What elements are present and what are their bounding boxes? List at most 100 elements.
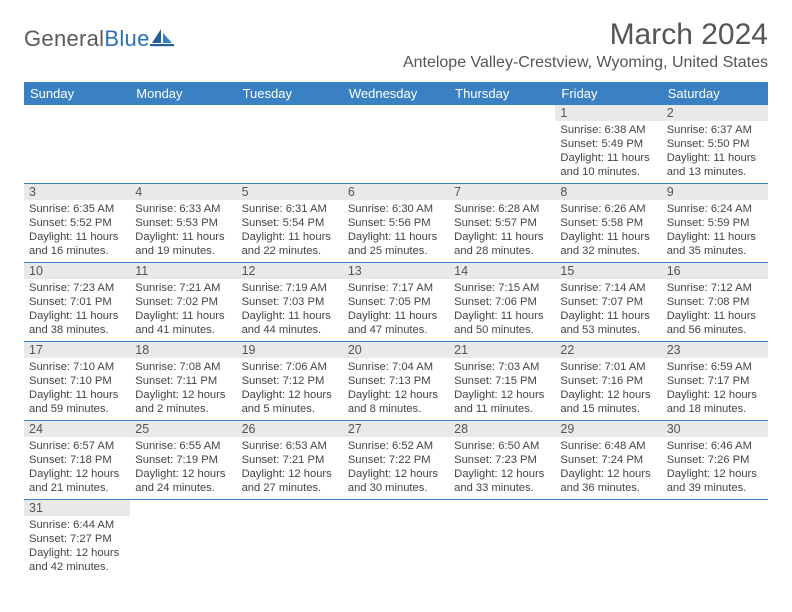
calendar-cell: 28Sunrise: 6:50 AMSunset: 7:23 PMDayligh… xyxy=(449,421,555,500)
day-number: 2 xyxy=(662,105,768,121)
day-number: 27 xyxy=(343,421,449,437)
day-details: Sunrise: 6:53 AMSunset: 7:21 PMDaylight:… xyxy=(237,437,343,499)
day-details: Sunrise: 6:28 AMSunset: 5:57 PMDaylight:… xyxy=(449,200,555,262)
calendar-cell: 20Sunrise: 7:04 AMSunset: 7:13 PMDayligh… xyxy=(343,342,449,421)
calendar-week-row: 24Sunrise: 6:57 AMSunset: 7:18 PMDayligh… xyxy=(24,421,768,500)
calendar-cell: 30Sunrise: 6:46 AMSunset: 7:26 PMDayligh… xyxy=(662,421,768,500)
calendar-week-row: 10Sunrise: 7:23 AMSunset: 7:01 PMDayligh… xyxy=(24,263,768,342)
calendar-cell: 31Sunrise: 6:44 AMSunset: 7:27 PMDayligh… xyxy=(24,500,130,579)
calendar-cell: 7Sunrise: 6:28 AMSunset: 5:57 PMDaylight… xyxy=(449,184,555,263)
brand-part2: Blue xyxy=(104,26,149,51)
calendar-day-header: Tuesday xyxy=(237,82,343,105)
calendar-cell: 6Sunrise: 6:30 AMSunset: 5:56 PMDaylight… xyxy=(343,184,449,263)
calendar-cell: 29Sunrise: 6:48 AMSunset: 7:24 PMDayligh… xyxy=(555,421,661,500)
calendar-header-row: SundayMondayTuesdayWednesdayThursdayFrid… xyxy=(24,82,768,105)
day-details: Sunrise: 7:23 AMSunset: 7:01 PMDaylight:… xyxy=(24,279,130,341)
calendar-cell xyxy=(237,105,343,184)
calendar-cell xyxy=(555,500,661,579)
calendar-table: SundayMondayTuesdayWednesdayThursdayFrid… xyxy=(24,82,768,578)
calendar-cell: 8Sunrise: 6:26 AMSunset: 5:58 PMDaylight… xyxy=(555,184,661,263)
calendar-cell: 26Sunrise: 6:53 AMSunset: 7:21 PMDayligh… xyxy=(237,421,343,500)
calendar-cell: 25Sunrise: 6:55 AMSunset: 7:19 PMDayligh… xyxy=(130,421,236,500)
sail-icon xyxy=(150,27,174,47)
day-details: Sunrise: 6:35 AMSunset: 5:52 PMDaylight:… xyxy=(24,200,130,262)
day-details: Sunrise: 7:17 AMSunset: 7:05 PMDaylight:… xyxy=(343,279,449,341)
brand-logo: GeneralBlue xyxy=(24,26,174,52)
day-details: Sunrise: 6:26 AMSunset: 5:58 PMDaylight:… xyxy=(555,200,661,262)
day-details: Sunrise: 7:19 AMSunset: 7:03 PMDaylight:… xyxy=(237,279,343,341)
day-number: 23 xyxy=(662,342,768,358)
day-details: Sunrise: 6:52 AMSunset: 7:22 PMDaylight:… xyxy=(343,437,449,499)
calendar-cell xyxy=(130,500,236,579)
day-number: 7 xyxy=(449,184,555,200)
calendar-day-header: Friday xyxy=(555,82,661,105)
day-number: 31 xyxy=(24,500,130,516)
day-number: 30 xyxy=(662,421,768,437)
calendar-cell: 1Sunrise: 6:38 AMSunset: 5:49 PMDaylight… xyxy=(555,105,661,184)
calendar-cell: 21Sunrise: 7:03 AMSunset: 7:15 PMDayligh… xyxy=(449,342,555,421)
page-title: March 2024 xyxy=(403,18,768,52)
day-details: Sunrise: 7:08 AMSunset: 7:11 PMDaylight:… xyxy=(130,358,236,420)
day-details: Sunrise: 7:15 AMSunset: 7:06 PMDaylight:… xyxy=(449,279,555,341)
calendar-cell xyxy=(343,500,449,579)
calendar-cell: 2Sunrise: 6:37 AMSunset: 5:50 PMDaylight… xyxy=(662,105,768,184)
day-number: 19 xyxy=(237,342,343,358)
calendar-day-header: Monday xyxy=(130,82,236,105)
day-details: Sunrise: 6:24 AMSunset: 5:59 PMDaylight:… xyxy=(662,200,768,262)
calendar-cell: 23Sunrise: 6:59 AMSunset: 7:17 PMDayligh… xyxy=(662,342,768,421)
day-details: Sunrise: 6:55 AMSunset: 7:19 PMDaylight:… xyxy=(130,437,236,499)
day-number: 14 xyxy=(449,263,555,279)
day-number: 6 xyxy=(343,184,449,200)
day-number: 25 xyxy=(130,421,236,437)
day-details: Sunrise: 7:12 AMSunset: 7:08 PMDaylight:… xyxy=(662,279,768,341)
day-details: Sunrise: 6:59 AMSunset: 7:17 PMDaylight:… xyxy=(662,358,768,420)
calendar-cell: 12Sunrise: 7:19 AMSunset: 7:03 PMDayligh… xyxy=(237,263,343,342)
calendar-cell: 10Sunrise: 7:23 AMSunset: 7:01 PMDayligh… xyxy=(24,263,130,342)
calendar-cell xyxy=(449,500,555,579)
calendar-cell xyxy=(24,105,130,184)
brand-name: GeneralBlue xyxy=(24,26,150,52)
day-number: 28 xyxy=(449,421,555,437)
day-number: 15 xyxy=(555,263,661,279)
day-details: Sunrise: 6:37 AMSunset: 5:50 PMDaylight:… xyxy=(662,121,768,183)
calendar-cell: 9Sunrise: 6:24 AMSunset: 5:59 PMDaylight… xyxy=(662,184,768,263)
day-details: Sunrise: 7:06 AMSunset: 7:12 PMDaylight:… xyxy=(237,358,343,420)
day-number: 9 xyxy=(662,184,768,200)
day-number: 17 xyxy=(24,342,130,358)
day-details: Sunrise: 6:50 AMSunset: 7:23 PMDaylight:… xyxy=(449,437,555,499)
calendar-cell: 18Sunrise: 7:08 AMSunset: 7:11 PMDayligh… xyxy=(130,342,236,421)
calendar-day-header: Sunday xyxy=(24,82,130,105)
calendar-cell: 19Sunrise: 7:06 AMSunset: 7:12 PMDayligh… xyxy=(237,342,343,421)
day-details: Sunrise: 7:01 AMSunset: 7:16 PMDaylight:… xyxy=(555,358,661,420)
day-number: 12 xyxy=(237,263,343,279)
calendar-cell: 11Sunrise: 7:21 AMSunset: 7:02 PMDayligh… xyxy=(130,263,236,342)
day-details: Sunrise: 7:14 AMSunset: 7:07 PMDaylight:… xyxy=(555,279,661,341)
calendar-cell xyxy=(662,500,768,579)
day-number: 26 xyxy=(237,421,343,437)
day-details: Sunrise: 6:57 AMSunset: 7:18 PMDaylight:… xyxy=(24,437,130,499)
calendar-day-header: Wednesday xyxy=(343,82,449,105)
calendar-week-row: 3Sunrise: 6:35 AMSunset: 5:52 PMDaylight… xyxy=(24,184,768,263)
day-number: 18 xyxy=(130,342,236,358)
calendar-day-header: Thursday xyxy=(449,82,555,105)
calendar-cell: 22Sunrise: 7:01 AMSunset: 7:16 PMDayligh… xyxy=(555,342,661,421)
day-number: 8 xyxy=(555,184,661,200)
day-details: Sunrise: 6:44 AMSunset: 7:27 PMDaylight:… xyxy=(24,516,130,578)
day-number: 4 xyxy=(130,184,236,200)
brand-part1: General xyxy=(24,26,104,51)
calendar-week-row: 31Sunrise: 6:44 AMSunset: 7:27 PMDayligh… xyxy=(24,500,768,579)
day-details: Sunrise: 6:30 AMSunset: 5:56 PMDaylight:… xyxy=(343,200,449,262)
calendar-week-row: 1Sunrise: 6:38 AMSunset: 5:49 PMDaylight… xyxy=(24,105,768,184)
calendar-cell xyxy=(449,105,555,184)
day-number: 1 xyxy=(555,105,661,121)
day-details: Sunrise: 6:46 AMSunset: 7:26 PMDaylight:… xyxy=(662,437,768,499)
day-details: Sunrise: 6:33 AMSunset: 5:53 PMDaylight:… xyxy=(130,200,236,262)
day-details: Sunrise: 6:38 AMSunset: 5:49 PMDaylight:… xyxy=(555,121,661,183)
calendar-cell: 5Sunrise: 6:31 AMSunset: 5:54 PMDaylight… xyxy=(237,184,343,263)
day-details: Sunrise: 6:31 AMSunset: 5:54 PMDaylight:… xyxy=(237,200,343,262)
location-subtitle: Antelope Valley-Crestview, Wyoming, Unit… xyxy=(403,54,768,72)
day-number: 11 xyxy=(130,263,236,279)
calendar-cell: 27Sunrise: 6:52 AMSunset: 7:22 PMDayligh… xyxy=(343,421,449,500)
day-number: 13 xyxy=(343,263,449,279)
day-details: Sunrise: 7:10 AMSunset: 7:10 PMDaylight:… xyxy=(24,358,130,420)
